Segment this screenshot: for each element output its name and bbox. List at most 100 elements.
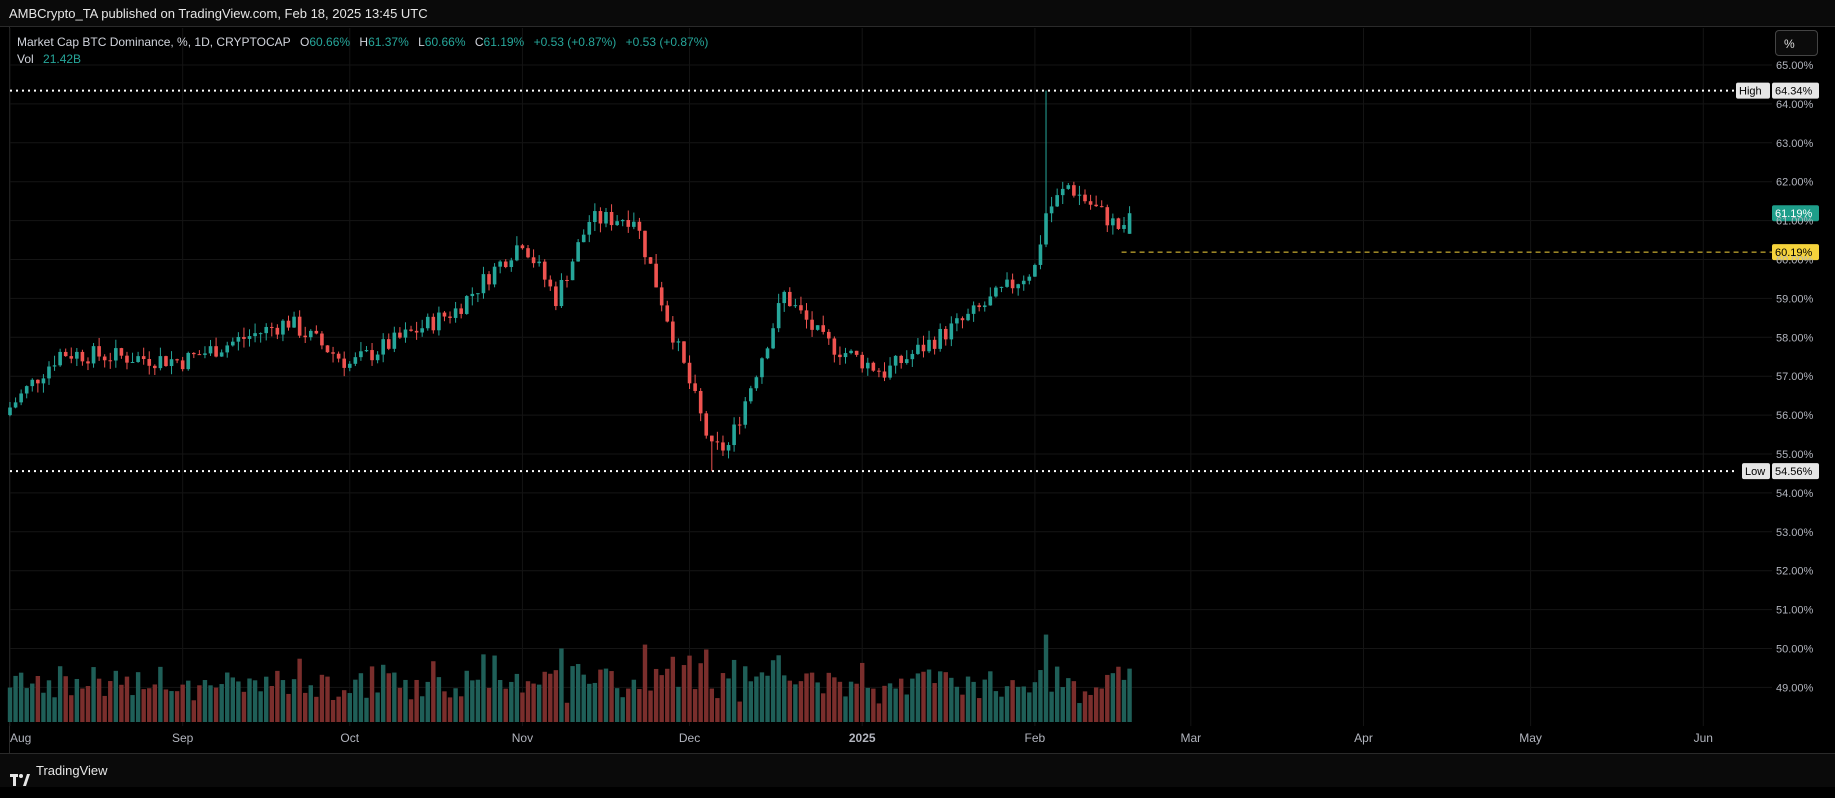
volume-bar — [1105, 674, 1110, 722]
candle-body — [782, 291, 787, 304]
tradingview-logo[interactable]: TradingView — [10, 754, 108, 787]
volume-bar — [264, 676, 269, 722]
candle-body — [30, 379, 35, 387]
candle-body — [509, 260, 514, 268]
volume-bar — [1116, 666, 1121, 722]
candle-body — [832, 338, 837, 355]
candle-body — [1005, 279, 1009, 287]
candle-body — [771, 328, 775, 349]
volume-bar — [954, 686, 960, 722]
candle-body — [1016, 284, 1020, 289]
volume-bar — [124, 676, 130, 722]
candle-body — [609, 211, 614, 226]
candle-body — [743, 401, 748, 425]
candle-body — [320, 333, 324, 346]
candle-body — [943, 328, 948, 340]
candle-body — [871, 362, 876, 371]
candle-body — [147, 359, 152, 366]
volume-bar — [46, 680, 52, 722]
volume-bar — [325, 676, 330, 722]
candle-body — [158, 356, 163, 369]
volume-bar — [1099, 688, 1104, 722]
candle-body — [815, 325, 820, 330]
y-tick-label: 50.00% — [1776, 644, 1814, 656]
candle-body — [1077, 194, 1082, 196]
volume-bar — [342, 690, 347, 722]
x-tick-label: Mar — [1181, 731, 1202, 745]
candle-body — [793, 305, 798, 307]
volume-bar — [1015, 686, 1021, 722]
candle-body — [788, 291, 792, 307]
volume-bar — [670, 656, 676, 722]
candle-body — [108, 360, 113, 362]
volume-bar — [704, 649, 709, 722]
candle-body — [1127, 213, 1132, 234]
y-tick-label: 63.00% — [1776, 138, 1814, 150]
candle-body — [225, 345, 230, 353]
volume-bar — [536, 684, 542, 722]
volume-bar — [18, 672, 24, 722]
volume-bar — [993, 691, 999, 722]
volume-bar — [676, 686, 681, 722]
candle-body — [242, 337, 246, 339]
candle-body — [949, 323, 954, 340]
volume-bar — [464, 670, 469, 722]
x-tick-label: Dec — [679, 731, 700, 745]
level-lines: High 64.34% Low 54.56% 61.19% 60.19% — [10, 82, 1819, 480]
candle-body — [682, 341, 686, 363]
volume-bar — [96, 678, 102, 722]
x-tick-label: 2025 — [849, 731, 876, 745]
volume-bar — [809, 672, 815, 722]
candle-body — [375, 354, 380, 361]
volume-bar — [1049, 691, 1054, 722]
candle-body — [364, 350, 369, 352]
volume-bar — [458, 696, 464, 722]
volume-bar — [319, 674, 325, 722]
volume-bar — [35, 676, 41, 722]
volume-bar — [937, 671, 943, 722]
volume-bars — [7, 634, 1132, 722]
candle-body — [1066, 185, 1071, 189]
percent-scale-button[interactable]: % — [1775, 30, 1818, 56]
volume-bar — [24, 688, 29, 722]
volume-bar — [213, 687, 219, 722]
candle-body — [581, 234, 586, 243]
volume-bar — [598, 669, 603, 722]
volume-bar — [1043, 634, 1049, 722]
candle-body — [425, 316, 430, 329]
candle-body — [776, 303, 781, 329]
candle-body — [197, 354, 202, 356]
volume-bar — [180, 684, 185, 722]
y-tick-label: 61.00% — [1776, 216, 1814, 228]
candle-body — [810, 319, 814, 330]
volume-bar — [1071, 681, 1077, 722]
volume-bar — [614, 688, 620, 722]
candle-body — [253, 333, 257, 337]
candle-body — [565, 279, 569, 281]
candle-body — [637, 221, 642, 231]
candle-body — [13, 402, 18, 408]
candle-body — [860, 354, 865, 369]
volume-bar — [776, 655, 781, 722]
candle-body — [904, 359, 909, 363]
volume-bar — [1127, 668, 1132, 722]
volume-bar — [447, 697, 453, 722]
volume-bar — [726, 678, 731, 722]
volume-bar — [85, 686, 91, 722]
volume-bar — [425, 681, 430, 722]
candle-body — [130, 361, 135, 363]
candle-body — [336, 353, 341, 359]
candle-body — [626, 220, 631, 227]
high-value-badge-bg — [1772, 82, 1819, 99]
volume-bar — [720, 673, 726, 722]
volume-bar — [102, 695, 107, 722]
candle-body — [1060, 188, 1065, 196]
price-axis: 65.00% 64.00% 63.00% 62.00% 61.00% 60.00% 59.0… — [1776, 60, 1814, 694]
volume-bar — [174, 691, 180, 722]
candle-body — [331, 352, 335, 354]
volume-bar — [871, 688, 876, 722]
candle-body — [899, 355, 903, 363]
volume-bar — [620, 697, 625, 722]
x-tick-label: Feb — [1025, 731, 1046, 745]
